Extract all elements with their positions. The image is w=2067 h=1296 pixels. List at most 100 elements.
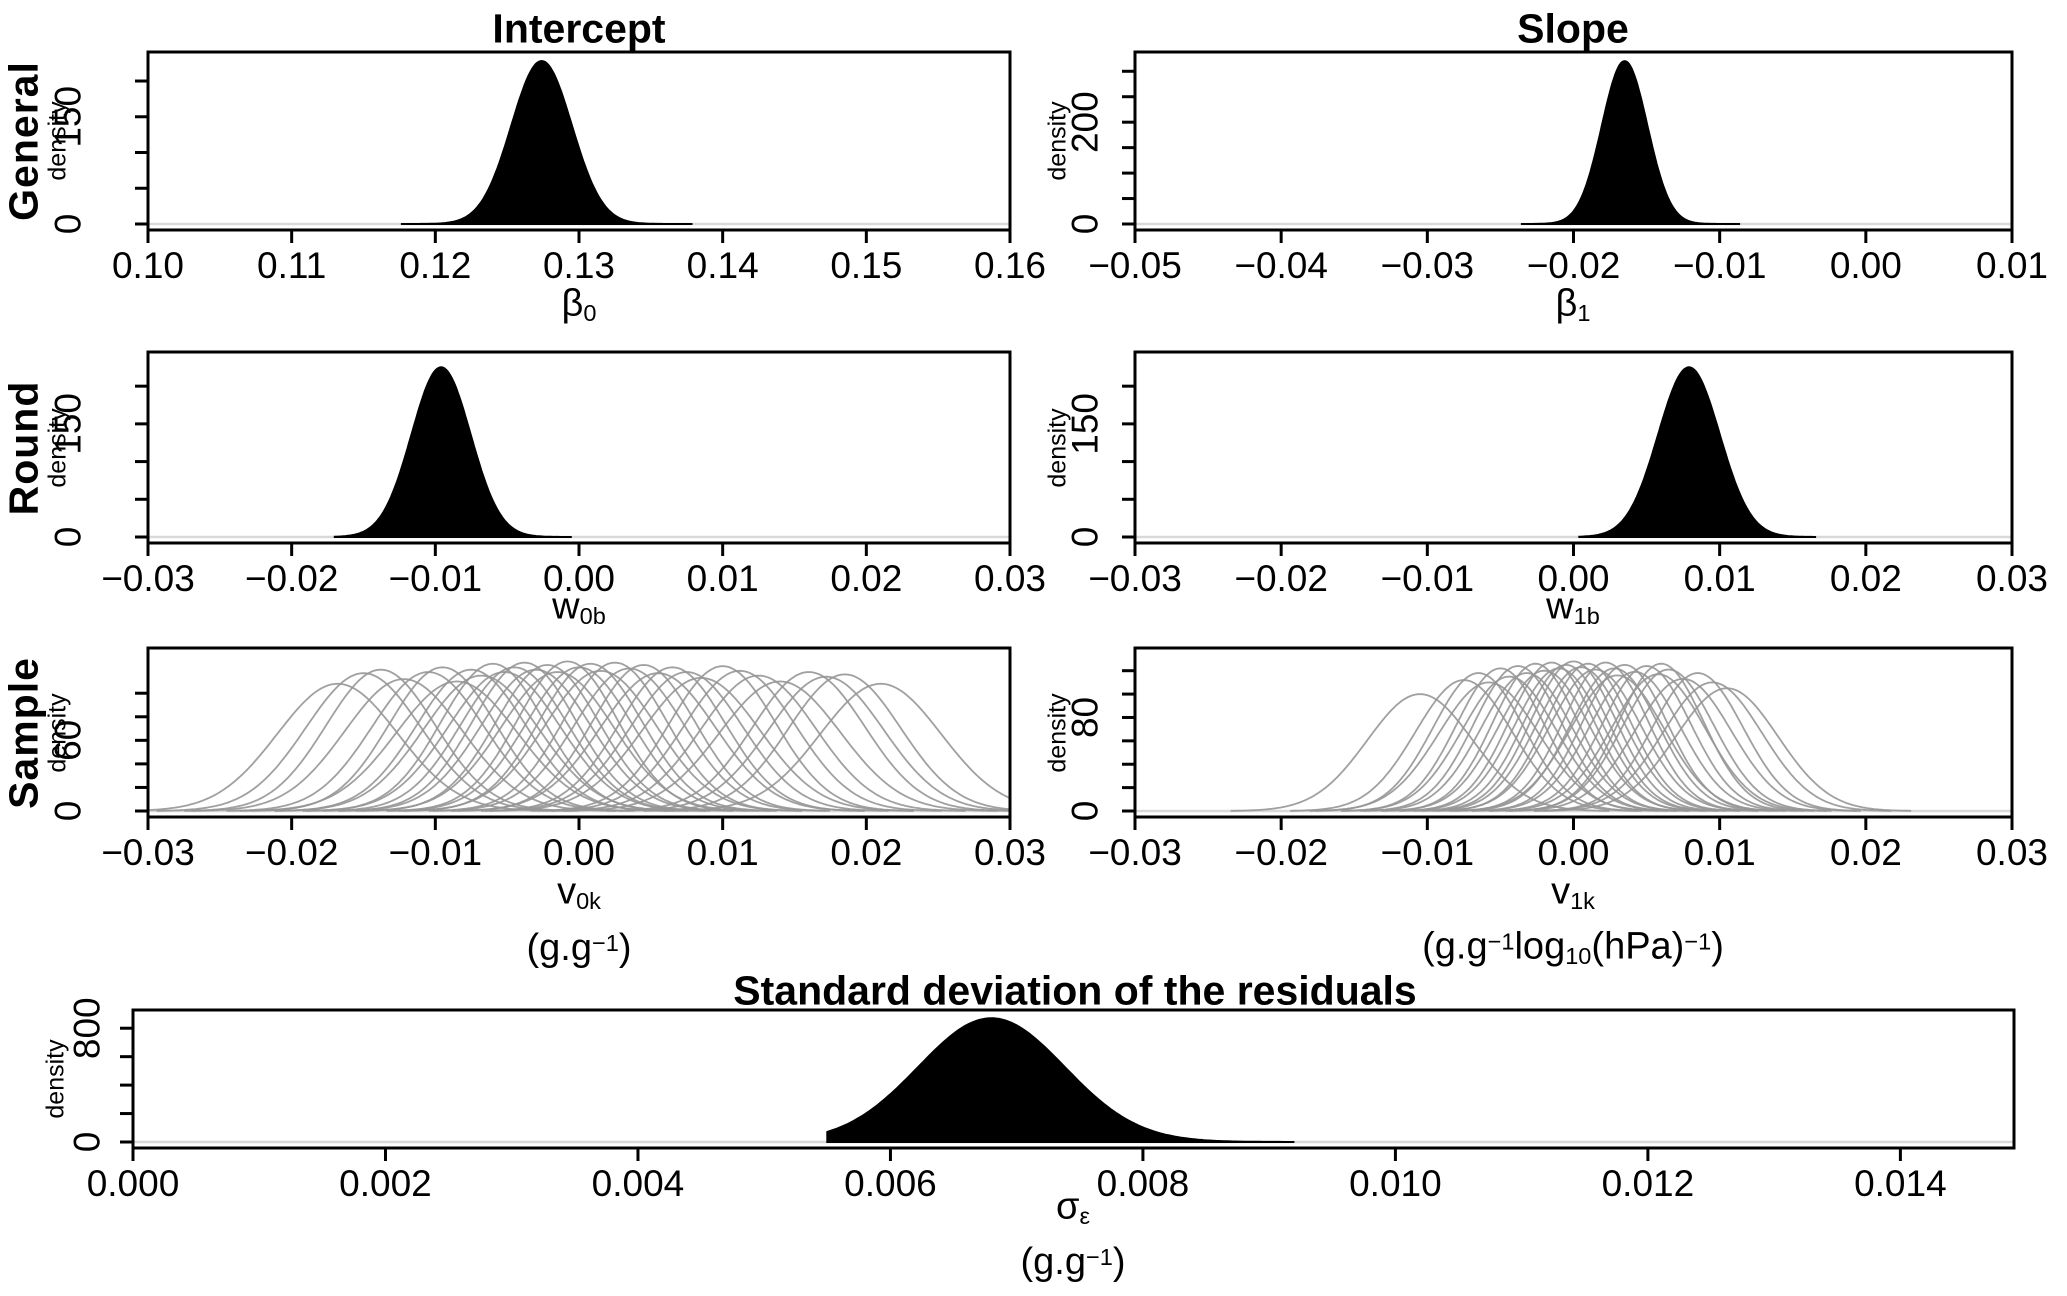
- y-tick-label: 150: [48, 393, 89, 455]
- y-tick-label: 0: [1065, 214, 1106, 235]
- x-axis-label-beta1: β1: [1555, 282, 1591, 326]
- x-tick-label: −0.03: [1088, 558, 1182, 599]
- density-curve-intercept: [400, 59, 693, 225]
- y-tick-label: 0: [67, 1132, 108, 1153]
- sample-density-curve: [156, 672, 571, 812]
- sample-density-curve: [538, 669, 942, 812]
- plot-box-sigma_res: [131, 1008, 2016, 1150]
- sample-density-curve: [1363, 672, 1690, 812]
- y-axis-label-sigma: density: [41, 1039, 70, 1119]
- x-tick-label: 0.00: [1537, 832, 1609, 873]
- y-tick-label: 80: [1065, 697, 1106, 738]
- x-tick-label: 0.10: [112, 245, 184, 286]
- x-tick-label: 0.03: [1976, 832, 2048, 873]
- y-axis-label-w0b: density: [43, 408, 72, 488]
- x-axis-label-beta0: β0: [561, 282, 597, 326]
- y-tick-label: 150: [1065, 393, 1106, 455]
- x-tick-label: 0.02: [1830, 832, 1902, 873]
- y-tick-label: 800: [67, 997, 108, 1059]
- y-axis-label-v1k: density: [1043, 693, 1072, 773]
- x-tick-label: 0.010: [1349, 1163, 1442, 1204]
- x-axis-units-v1k: (g.g−1log10(hPa)−1): [1422, 925, 1724, 969]
- x-tick-label: −0.01: [389, 832, 483, 873]
- sample-density-curve: [1472, 663, 1778, 812]
- sample-density-curve: [1398, 661, 1705, 812]
- plot-box-slope: [1133, 50, 2014, 232]
- row-label-general: General: [0, 61, 47, 221]
- sample-density-curve: [1453, 661, 1759, 812]
- x-axis-label-w1b: w1b: [1546, 585, 1600, 629]
- density-curve-sigma_res: [826, 1017, 1295, 1143]
- x-tick-label: 0.00: [543, 558, 615, 599]
- sample-density-curve: [607, 671, 1011, 812]
- y-axis-label-w1b: density: [1043, 408, 1072, 488]
- panel-v0k: −0.03 −0.02 −0.01 0.00 0.01 0.02 0.03 0 60: [48, 646, 1046, 873]
- sample-density-curve: [274, 668, 668, 812]
- x-tick-label: 0.14: [687, 245, 759, 286]
- sample-density-curve: [1413, 663, 1719, 812]
- y-tick-label: 150: [48, 86, 89, 148]
- x-axis-label-v0k: v0k: [557, 870, 601, 914]
- x-tick-label: 0.11: [257, 245, 326, 286]
- x-tick-label: 0.02: [830, 558, 902, 599]
- panel-title-residual-sd: Standard deviation of the residuals: [733, 967, 1417, 1014]
- x-tick-label: 0.014: [1854, 1163, 1947, 1204]
- x-tick-label: −0.04: [1234, 245, 1328, 286]
- sample-density-curve: [1422, 666, 1739, 812]
- panel-intercept: 0.10 0.11 0.12 0.13 0.14 0.15 0.16 0 150: [48, 50, 1046, 286]
- x-tick-label: 0.00: [1830, 245, 1902, 286]
- x-axis-label-v1k: v1k: [1551, 870, 1595, 914]
- x-tick-label: 0.004: [592, 1163, 685, 1204]
- sample-density-curve: [1435, 662, 1741, 812]
- x-tick-label: −0.03: [101, 558, 195, 599]
- panel-w0b: −0.03 −0.02 −0.01 0.00 0.01 0.02 0.03 0 150: [48, 350, 1046, 599]
- x-tick-label: −0.02: [1234, 832, 1328, 873]
- panel-sigma_res: 0.000 0.002 0.004 0.006 0.008 0.010 0.012 0.014…: [67, 997, 2016, 1204]
- x-axis-units-sigma: (g.g−1): [1020, 1241, 1126, 1283]
- sample-density-curve: [1534, 672, 1861, 812]
- y-tick-label: 0: [48, 801, 89, 822]
- x-tick-label: 0.03: [974, 558, 1046, 599]
- sample-density-curve: [1533, 681, 1892, 812]
- x-tick-label: −0.05: [1088, 245, 1182, 286]
- x-tick-label: 0.01: [1976, 245, 2048, 286]
- x-tick-label: −0.01: [1673, 245, 1767, 286]
- sample-density-curve: [484, 671, 889, 812]
- panel-slope: −0.05 −0.04 −0.03 −0.02 −0.01 0.00 0.01 0 200: [1065, 50, 2048, 286]
- panel-w1b: −0.03 −0.02 −0.01 0.00 0.01 0.02 0.03 0 150: [1065, 350, 2048, 599]
- x-tick-label: 0.01: [1684, 832, 1756, 873]
- y-tick-label: 60: [48, 720, 89, 761]
- y-axis-label-slope: density: [1043, 101, 1072, 181]
- x-tick-label: 0.16: [974, 245, 1046, 286]
- x-tick-label: 0.008: [1097, 1163, 1190, 1204]
- density-curve-w0b: [333, 366, 572, 538]
- panel-title-intercept: Intercept: [492, 5, 666, 52]
- x-tick-label: 0.006: [844, 1163, 937, 1204]
- sample-density-curve: [1432, 668, 1759, 812]
- x-tick-label: −0.03: [1088, 832, 1182, 873]
- row-label-sample: Sample: [0, 657, 47, 809]
- sample-density-curve: [432, 667, 826, 812]
- x-tick-label: −0.01: [389, 558, 483, 599]
- x-tick-label: 0.00: [543, 832, 615, 873]
- sample-density-curve: [1505, 668, 1832, 812]
- x-tick-label: −0.02: [245, 832, 339, 873]
- x-tick-label: 0.02: [830, 832, 902, 873]
- sample-density-curve: [1340, 675, 1678, 812]
- y-tick-label: 0: [48, 527, 89, 548]
- sample-density-curve: [1360, 665, 1676, 812]
- sample-density-curve: [322, 666, 706, 812]
- x-tick-label: −0.02: [1234, 558, 1328, 599]
- x-axis-units-v0k: (g.g−1): [526, 927, 632, 969]
- sample-density-curve: [339, 668, 733, 812]
- sample-density-curve: [398, 669, 803, 812]
- sample-density-curve: [1400, 667, 1717, 812]
- panel-title-slope: Slope: [1517, 5, 1629, 52]
- x-tick-label: −0.03: [101, 832, 195, 873]
- x-tick-label: −0.01: [1381, 832, 1475, 873]
- x-tick-label: 0.02: [1830, 558, 1902, 599]
- sample-density-curve: [147, 682, 555, 812]
- x-tick-label: 0.03: [974, 832, 1046, 873]
- x-tick-label: 0.03: [1976, 558, 2048, 599]
